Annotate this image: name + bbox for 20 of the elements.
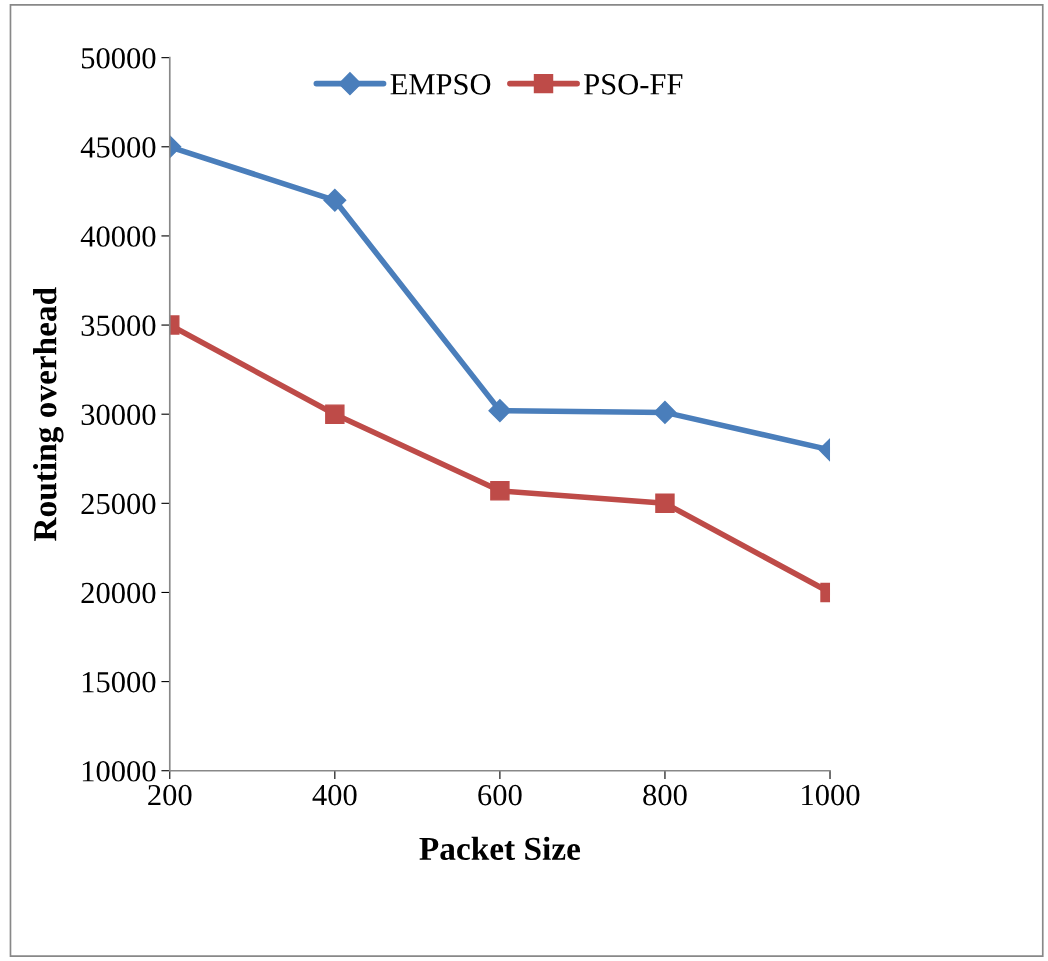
x-tick-label: 200 — [148, 784, 192, 806]
y-tick-label: 25000 — [81, 493, 156, 515]
y-tick-label: 45000 — [80, 137, 156, 158]
y-tick-label: 35000 — [81, 315, 156, 336]
y-axis-title: Routing overhead — [33, 287, 64, 541]
legend-label: PSO-FF — [584, 74, 683, 95]
y-tick-label: 40000 — [80, 226, 156, 247]
legend-label: EMPSO — [390, 74, 491, 95]
x-tick-label: 800 — [643, 784, 687, 806]
x-tick-label: 600 — [478, 784, 522, 806]
x-tick-label: 400 — [312, 784, 357, 806]
x-axis-title: Packet Size — [419, 836, 581, 861]
x-tick-label: 1000 — [802, 784, 860, 806]
y-tick-label: 20000 — [81, 582, 156, 604]
point — [488, 399, 512, 423]
y-tick-label: 10000 — [82, 761, 156, 782]
y-tick-label: 50000 — [81, 47, 156, 69]
y-tick-label: 15000 — [82, 671, 156, 693]
y-tick-label: 30000 — [81, 404, 156, 426]
point — [490, 481, 510, 501]
